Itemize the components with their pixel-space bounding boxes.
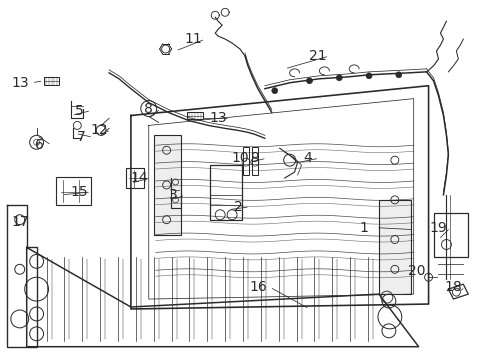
Text: 13: 13	[11, 76, 28, 90]
Bar	[210, 165, 242, 220]
Bar	[56, 177, 91, 205]
Text: 13: 13	[209, 112, 227, 126]
Bar	[379, 200, 411, 294]
Ellipse shape	[336, 75, 342, 81]
Bar	[434, 213, 468, 257]
Text: 10: 10	[231, 151, 249, 165]
Text: 2: 2	[234, 200, 243, 214]
Text: 16: 16	[249, 280, 267, 294]
Bar	[252, 147, 258, 175]
Ellipse shape	[366, 73, 372, 79]
Ellipse shape	[307, 78, 313, 84]
Text: 1: 1	[360, 221, 368, 235]
Bar	[126, 168, 144, 188]
Text: 5: 5	[75, 104, 84, 118]
Text: 14: 14	[130, 171, 147, 185]
Text: 3: 3	[169, 188, 178, 202]
Bar	[154, 135, 181, 235]
Text: 21: 21	[309, 49, 326, 63]
Text: 6: 6	[35, 138, 44, 152]
Ellipse shape	[272, 88, 278, 94]
Text: 19: 19	[430, 221, 447, 235]
Text: 17: 17	[11, 215, 28, 229]
Bar	[188, 112, 203, 120]
Text: 8: 8	[145, 102, 153, 116]
Text: 7: 7	[77, 130, 86, 144]
Ellipse shape	[396, 72, 402, 78]
Bar	[243, 147, 249, 175]
Text: 4: 4	[303, 151, 312, 165]
Text: 9: 9	[250, 151, 259, 165]
Bar	[44, 77, 59, 85]
Text: 20: 20	[408, 264, 425, 278]
Text: 11: 11	[185, 32, 202, 46]
Text: 15: 15	[71, 185, 88, 199]
Text: 18: 18	[444, 280, 462, 294]
Text: 12: 12	[90, 123, 108, 138]
